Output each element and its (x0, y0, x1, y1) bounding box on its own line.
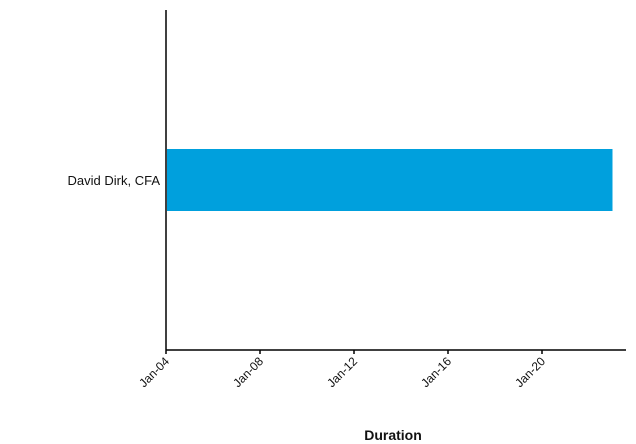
x-ticks: Jan-04 Jan-08 Jan-12 Jan-16 Jan-20 (136, 350, 548, 390)
duration-bar (167, 149, 613, 211)
bars-layer (167, 149, 613, 211)
x-tick-label: Jan-20 (512, 354, 548, 390)
x-tick-label: Jan-12 (324, 354, 360, 390)
x-tick-label: Jan-04 (136, 354, 172, 390)
category-label: David Dirk, CFA (68, 173, 161, 188)
x-tick-label: Jan-16 (418, 354, 454, 390)
x-axis-title: Duration (364, 427, 422, 443)
category-labels: David Dirk, CFA (68, 173, 161, 188)
x-tick-label: Jan-08 (230, 354, 266, 390)
